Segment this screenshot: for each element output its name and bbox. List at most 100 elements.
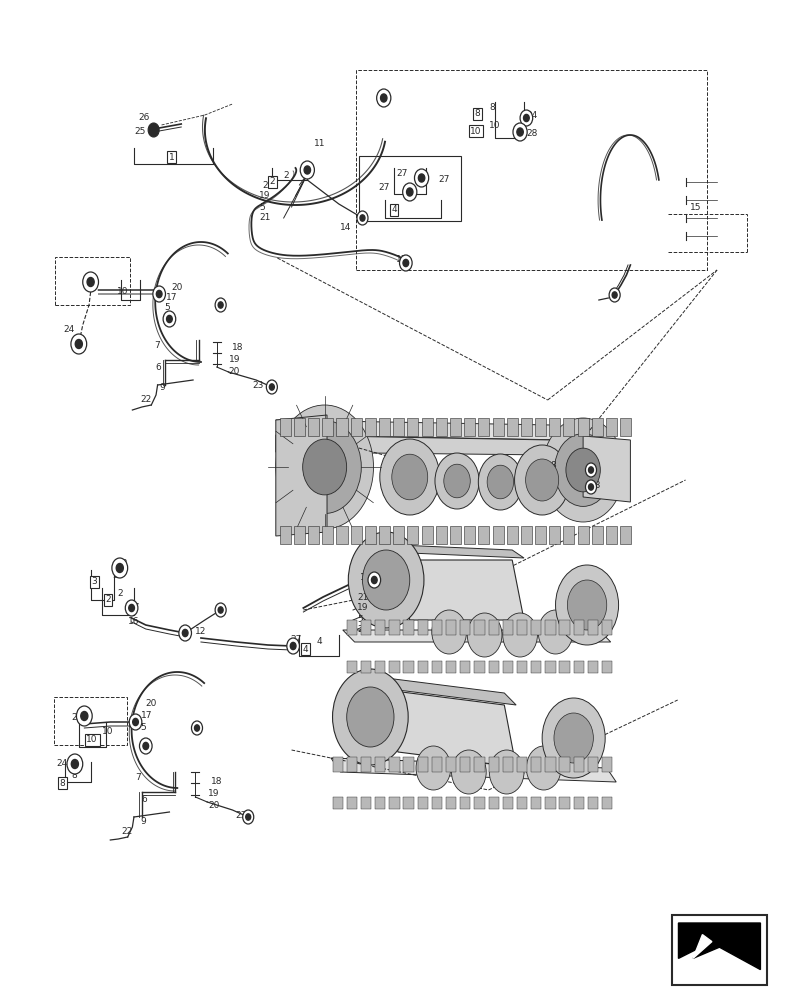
- Bar: [478, 418, 489, 436]
- Circle shape: [526, 746, 561, 790]
- Bar: [602, 661, 612, 673]
- Circle shape: [503, 613, 537, 657]
- Circle shape: [191, 721, 203, 735]
- Text: 8: 8: [474, 109, 481, 118]
- Polygon shape: [398, 560, 524, 620]
- Bar: [478, 526, 489, 544]
- Circle shape: [143, 742, 149, 750]
- Bar: [379, 526, 390, 544]
- Circle shape: [515, 445, 570, 515]
- Text: 24: 24: [589, 464, 600, 473]
- Text: 11: 11: [314, 139, 325, 148]
- Text: 6: 6: [155, 362, 161, 371]
- Text: 8: 8: [71, 772, 76, 780]
- Bar: [280, 526, 291, 544]
- Circle shape: [567, 580, 607, 630]
- Bar: [375, 620, 385, 635]
- Circle shape: [432, 610, 466, 654]
- Text: 9: 9: [140, 818, 146, 826]
- Bar: [280, 418, 291, 436]
- Bar: [606, 526, 617, 544]
- Text: 27: 27: [378, 184, 389, 192]
- Circle shape: [76, 706, 92, 726]
- Bar: [672, 915, 767, 985]
- Bar: [517, 661, 527, 673]
- Text: 4: 4: [317, 638, 322, 647]
- Text: 22: 22: [140, 395, 151, 404]
- Circle shape: [112, 558, 128, 578]
- Circle shape: [129, 714, 142, 730]
- Bar: [450, 526, 461, 544]
- Bar: [535, 526, 546, 544]
- Circle shape: [163, 311, 176, 327]
- Text: 28: 28: [589, 482, 600, 490]
- Text: 6: 6: [141, 794, 147, 804]
- Circle shape: [381, 94, 387, 102]
- Circle shape: [303, 439, 347, 495]
- Text: 21: 21: [357, 592, 368, 601]
- Text: 15: 15: [690, 204, 701, 213]
- Circle shape: [368, 572, 381, 588]
- Text: 10: 10: [117, 288, 128, 296]
- Bar: [432, 797, 442, 809]
- Bar: [336, 526, 348, 544]
- Bar: [602, 757, 612, 772]
- Circle shape: [555, 434, 611, 506]
- Circle shape: [117, 564, 123, 572]
- Bar: [375, 757, 385, 772]
- Bar: [407, 526, 418, 544]
- Bar: [389, 620, 400, 635]
- Circle shape: [517, 128, 523, 136]
- Bar: [521, 526, 532, 544]
- Bar: [55, 257, 130, 305]
- Circle shape: [166, 315, 173, 323]
- Bar: [322, 418, 333, 436]
- Circle shape: [218, 302, 223, 308]
- Bar: [559, 620, 570, 635]
- Polygon shape: [386, 678, 516, 705]
- Text: 7: 7: [154, 340, 160, 350]
- Text: 1: 1: [169, 152, 175, 161]
- Circle shape: [403, 259, 409, 267]
- Circle shape: [67, 754, 83, 774]
- Bar: [517, 620, 527, 635]
- Circle shape: [523, 114, 530, 122]
- Bar: [574, 620, 584, 635]
- Text: 28: 28: [117, 558, 128, 568]
- Circle shape: [380, 439, 440, 515]
- Bar: [347, 661, 357, 673]
- Bar: [588, 661, 598, 673]
- Text: 3: 3: [91, 578, 98, 586]
- Circle shape: [348, 532, 424, 628]
- Text: 10: 10: [470, 126, 481, 135]
- Circle shape: [71, 334, 87, 354]
- Text: 8: 8: [536, 466, 542, 475]
- Text: 16: 16: [128, 616, 139, 626]
- Circle shape: [125, 600, 138, 616]
- Bar: [531, 797, 541, 809]
- Bar: [333, 757, 343, 772]
- Circle shape: [81, 712, 88, 720]
- Bar: [359, 156, 461, 221]
- Text: 3: 3: [113, 570, 118, 580]
- Text: 18: 18: [211, 778, 223, 786]
- Bar: [592, 526, 603, 544]
- Bar: [294, 526, 305, 544]
- Bar: [351, 526, 362, 544]
- Circle shape: [148, 123, 159, 137]
- Text: 10: 10: [489, 120, 500, 129]
- Circle shape: [304, 166, 310, 174]
- Text: 10: 10: [102, 728, 114, 736]
- Circle shape: [128, 604, 135, 612]
- Circle shape: [612, 292, 617, 298]
- Circle shape: [452, 750, 486, 794]
- Circle shape: [513, 123, 527, 141]
- Bar: [588, 757, 598, 772]
- Circle shape: [444, 464, 470, 498]
- Text: 10: 10: [532, 483, 543, 491]
- Text: 27: 27: [396, 169, 407, 178]
- Bar: [379, 418, 390, 436]
- Bar: [393, 418, 404, 436]
- Bar: [403, 757, 414, 772]
- Circle shape: [287, 638, 299, 654]
